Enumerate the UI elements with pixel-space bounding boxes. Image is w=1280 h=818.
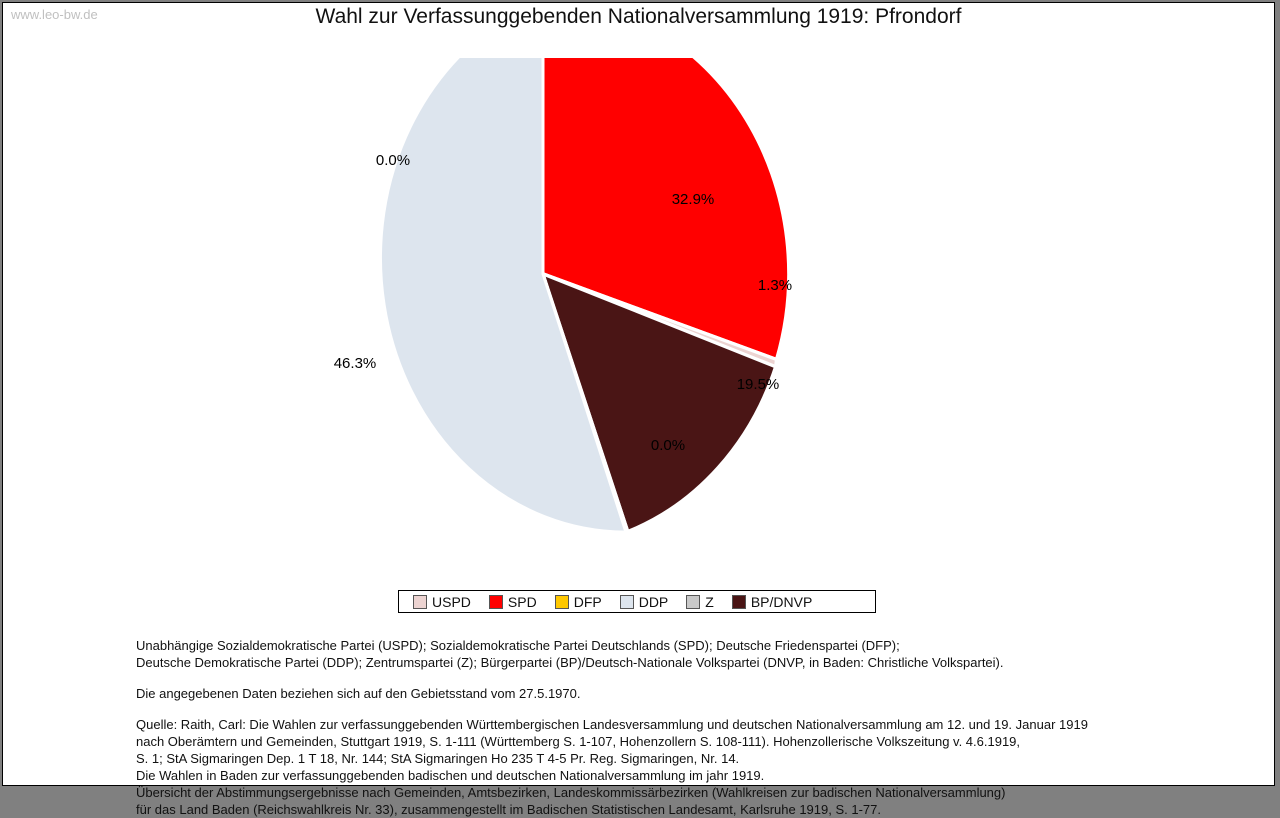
legend-swatch-bpdnvp (732, 595, 746, 609)
legend-explanation-block: Unabhängige Sozialdemokratische Partei (… (136, 637, 1146, 671)
legend-label-ddp: DDP (639, 594, 669, 610)
source-line-3: Die Wahlen in Baden zur verfassunggebend… (136, 767, 1146, 784)
source-line-4: Übersicht der Abstimmungsergebnisse nach… (136, 784, 1146, 801)
legend-explanation-line2: Deutsche Demokratische Partei (DDP); Zen… (136, 654, 1146, 671)
legend-item-z[interactable]: Z (686, 594, 714, 610)
source-line-5: für das Land Baden (Reichswahlkreis Nr. … (136, 801, 1146, 818)
legend-swatch-ddp (620, 595, 634, 609)
label-bpdnvp: 19.5% (737, 376, 780, 393)
legend-label-dfp: DFP (574, 594, 602, 610)
source-block: Quelle: Raith, Carl: Die Wahlen zur verf… (136, 716, 1146, 818)
legend-swatch-uspd (413, 595, 427, 609)
chart-legend: USPD SPD DFP DDP Z BP/DNVP (398, 590, 876, 613)
legend-label-bpdnvp: BP/DNVP (751, 594, 812, 610)
legend-item-uspd[interactable]: USPD (413, 594, 471, 610)
legend-item-bpdnvp[interactable]: BP/DNVP (732, 594, 812, 610)
source-line-1: nach Oberämtern und Gemeinden, Stuttgart… (136, 733, 1146, 750)
legend-label-z: Z (705, 594, 714, 610)
territory-note: Die angegebenen Daten beziehen sich auf … (136, 685, 1146, 702)
chart-title: Wahl zur Verfassunggebenden Nationalvers… (3, 5, 1274, 29)
label-z: 0.0% (651, 437, 685, 454)
label-dfp: 0.0% (376, 152, 410, 169)
source-line-0: Quelle: Raith, Carl: Die Wahlen zur verf… (136, 716, 1146, 733)
legend-swatch-dfp (555, 595, 569, 609)
label-uspd: 1.3% (758, 277, 792, 294)
legend-item-ddp[interactable]: DDP (620, 594, 669, 610)
legend-explanation-line1: Unabhängige Sozialdemokratische Partei (… (136, 637, 1146, 654)
legend-item-spd[interactable]: SPD (489, 594, 537, 610)
label-ddp: 46.3% (334, 355, 377, 372)
pie-chart: 32.9% 1.3% 19.5% 0.0% 46.3% 0.0% (153, 58, 933, 548)
legend-label-spd: SPD (508, 594, 537, 610)
source-line-2: S. 1; StA Sigmaringen Dep. 1 T 18, Nr. 1… (136, 750, 1146, 767)
territory-note-block: Die angegebenen Daten beziehen sich auf … (136, 685, 1146, 702)
label-spd: 32.9% (672, 191, 715, 208)
legend-item-dfp[interactable]: DFP (555, 594, 602, 610)
legend-label-uspd: USPD (432, 594, 471, 610)
chart-frame: www.leo-bw.de Wahl zur Verfassunggebende… (2, 2, 1275, 786)
legend-swatch-spd (489, 595, 503, 609)
legend-swatch-z (686, 595, 700, 609)
